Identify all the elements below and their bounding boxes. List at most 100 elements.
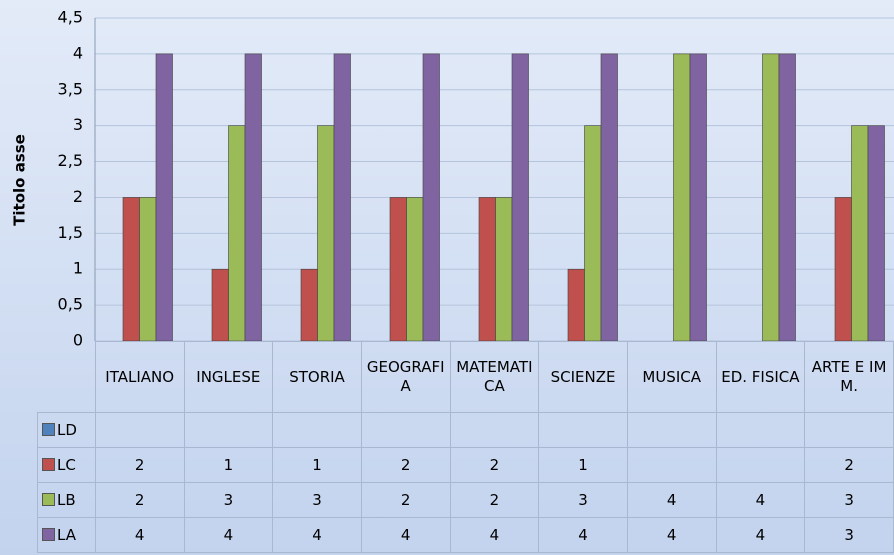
legend-label: LB xyxy=(57,491,76,509)
table-value: 4 xyxy=(626,517,717,553)
bar xyxy=(300,268,318,342)
series-row: LA 4 4 4 4 4 4 4 4 3 xyxy=(37,517,894,553)
series-row: LB 2 3 3 2 2 3 4 4 3 xyxy=(37,482,894,518)
legend-entry: LC xyxy=(37,447,96,483)
table-value: 2 xyxy=(360,447,451,483)
table-value: 1 xyxy=(183,447,274,483)
table-value: 2 xyxy=(449,482,540,518)
bar xyxy=(422,53,440,342)
category-label: STORIA xyxy=(272,341,362,413)
table-value: 2 xyxy=(449,447,540,483)
table-value: 2 xyxy=(360,482,451,518)
bar xyxy=(406,197,424,342)
table-value: 4 xyxy=(94,517,185,553)
bar xyxy=(834,197,852,342)
header-row: ITALIANO INGLESE STORIA GEOGRAFIA MATEMATICA… xyxy=(37,341,894,413)
data-table: ITALIANO INGLESE STORIA GEOGRAFIA MATEMATICA… xyxy=(37,341,894,553)
bar xyxy=(689,53,707,342)
legend-label: LA xyxy=(57,526,76,544)
table-value: 3 xyxy=(804,517,894,553)
category-label: GEOGRAFIA xyxy=(360,341,451,413)
bar xyxy=(673,53,691,342)
table-value: 4 xyxy=(360,517,451,553)
legend-entry: LA xyxy=(37,517,96,553)
table-value: 2 xyxy=(804,447,894,483)
legend-swatch xyxy=(42,528,55,541)
bar xyxy=(389,197,407,342)
bar xyxy=(244,53,262,342)
category-label: ED. FISICA xyxy=(715,341,806,413)
y-tick-label: 4 xyxy=(73,43,83,62)
table-value: 3 xyxy=(183,482,274,518)
table-value: 1 xyxy=(538,447,628,483)
table-value: 1 xyxy=(272,447,362,483)
bar xyxy=(584,125,602,342)
bar xyxy=(478,197,496,342)
y-tick-label: 3,5 xyxy=(58,79,83,98)
legend-swatch xyxy=(42,458,55,471)
y-tick-label: 2,5 xyxy=(58,151,83,170)
bar xyxy=(600,53,618,342)
series-row: LD xyxy=(37,412,894,448)
bar xyxy=(567,268,585,342)
category-label: MATEMATICA xyxy=(449,341,540,413)
table-value: 4 xyxy=(538,517,628,553)
category-label: SCIENZE xyxy=(538,341,628,413)
y-tick-label: 1 xyxy=(73,259,83,278)
y-tick-label: 0,5 xyxy=(58,295,83,314)
legend-swatch xyxy=(42,493,55,506)
series-row: LC 2 1 1 2 2 1 2 xyxy=(37,447,894,483)
table-value: 3 xyxy=(538,482,628,518)
bar xyxy=(317,125,335,342)
category-label: ARTE E IMM. xyxy=(804,341,894,413)
table-value: 2 xyxy=(94,447,185,483)
table-value xyxy=(715,412,806,448)
bar xyxy=(211,268,229,342)
bar xyxy=(762,53,780,342)
table-value xyxy=(626,412,717,448)
bar xyxy=(228,125,246,342)
legend-label: LD xyxy=(57,421,77,439)
y-tick-label: 4,5 xyxy=(58,8,83,27)
legend-swatch xyxy=(42,423,55,436)
table-value xyxy=(183,412,274,448)
y-tick-label: 3 xyxy=(73,115,83,134)
y-tick-label: 0 xyxy=(73,331,83,350)
bar xyxy=(495,197,513,342)
table-value: 4 xyxy=(626,482,717,518)
legend-label: LC xyxy=(57,456,76,474)
table-value xyxy=(272,412,362,448)
bar xyxy=(122,197,140,342)
table-value xyxy=(449,412,540,448)
bar xyxy=(155,53,173,342)
corner xyxy=(37,341,96,413)
table-value: 4 xyxy=(183,517,274,553)
table-value: 3 xyxy=(804,482,894,518)
table-value xyxy=(715,447,806,483)
category-label: INGLESE xyxy=(183,341,274,413)
table-value: 4 xyxy=(272,517,362,553)
table-value xyxy=(804,412,894,448)
table-value xyxy=(94,412,185,448)
category-label: MUSICA xyxy=(626,341,717,413)
table-value: 4 xyxy=(715,517,806,553)
bar xyxy=(139,197,157,342)
category-label: ITALIANO xyxy=(94,341,185,413)
table-value: 2 xyxy=(94,482,185,518)
table-value xyxy=(538,412,628,448)
table-value: 4 xyxy=(715,482,806,518)
bar xyxy=(511,53,529,342)
y-tick-label: 2 xyxy=(73,187,83,206)
legend-entry: LB xyxy=(37,482,96,518)
legend-entry: LD xyxy=(37,412,96,448)
bar xyxy=(867,125,885,342)
bar xyxy=(333,53,351,342)
bar xyxy=(778,53,796,342)
bar xyxy=(851,125,869,342)
table-value: 3 xyxy=(272,482,362,518)
table-value xyxy=(626,447,717,483)
table-value xyxy=(360,412,451,448)
y-axis-title: Titolo asse xyxy=(11,134,29,226)
